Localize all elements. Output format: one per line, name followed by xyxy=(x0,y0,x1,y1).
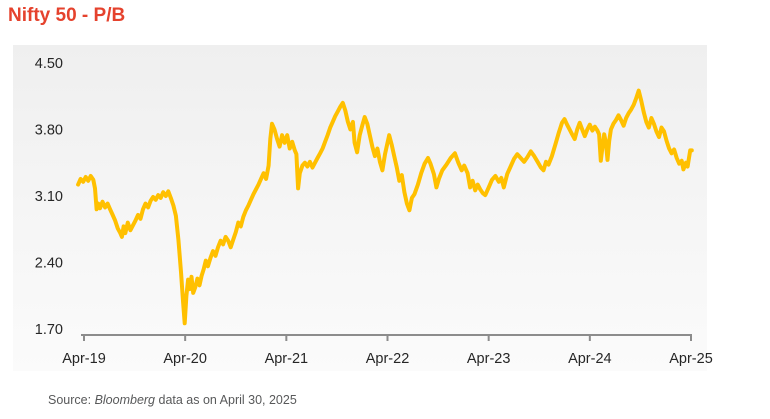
x-tick-label: Apr-22 xyxy=(366,351,410,367)
pb-ratio-line xyxy=(76,88,694,326)
x-tick-label: Apr-19 xyxy=(62,351,106,367)
y-tick-label: 2.40 xyxy=(35,256,63,272)
source-publisher: Bloomberg xyxy=(94,393,156,407)
source-suffix: data as on April 30, 2025 xyxy=(155,393,297,407)
y-tick-label: 4.50 xyxy=(35,56,63,72)
chart-title: Nifty 50 - P/B xyxy=(8,5,126,26)
x-tick-label: Apr-24 xyxy=(568,351,612,367)
y-tick-label: 1.70 xyxy=(35,322,63,338)
x-tick-label: Apr-21 xyxy=(265,351,309,367)
x-tick-label: Apr-25 xyxy=(669,351,713,367)
y-tick-label: 3.80 xyxy=(35,123,63,139)
plot-panel xyxy=(13,45,707,371)
source-note: Source: Bloomberg data as on April 30, 2… xyxy=(48,393,297,407)
x-axis xyxy=(81,334,692,341)
source-prefix: Source: xyxy=(48,393,95,407)
y-tick-label: 3.10 xyxy=(35,189,63,205)
x-tick-label: Apr-20 xyxy=(163,351,207,367)
x-tick-label: Apr-23 xyxy=(467,351,511,367)
